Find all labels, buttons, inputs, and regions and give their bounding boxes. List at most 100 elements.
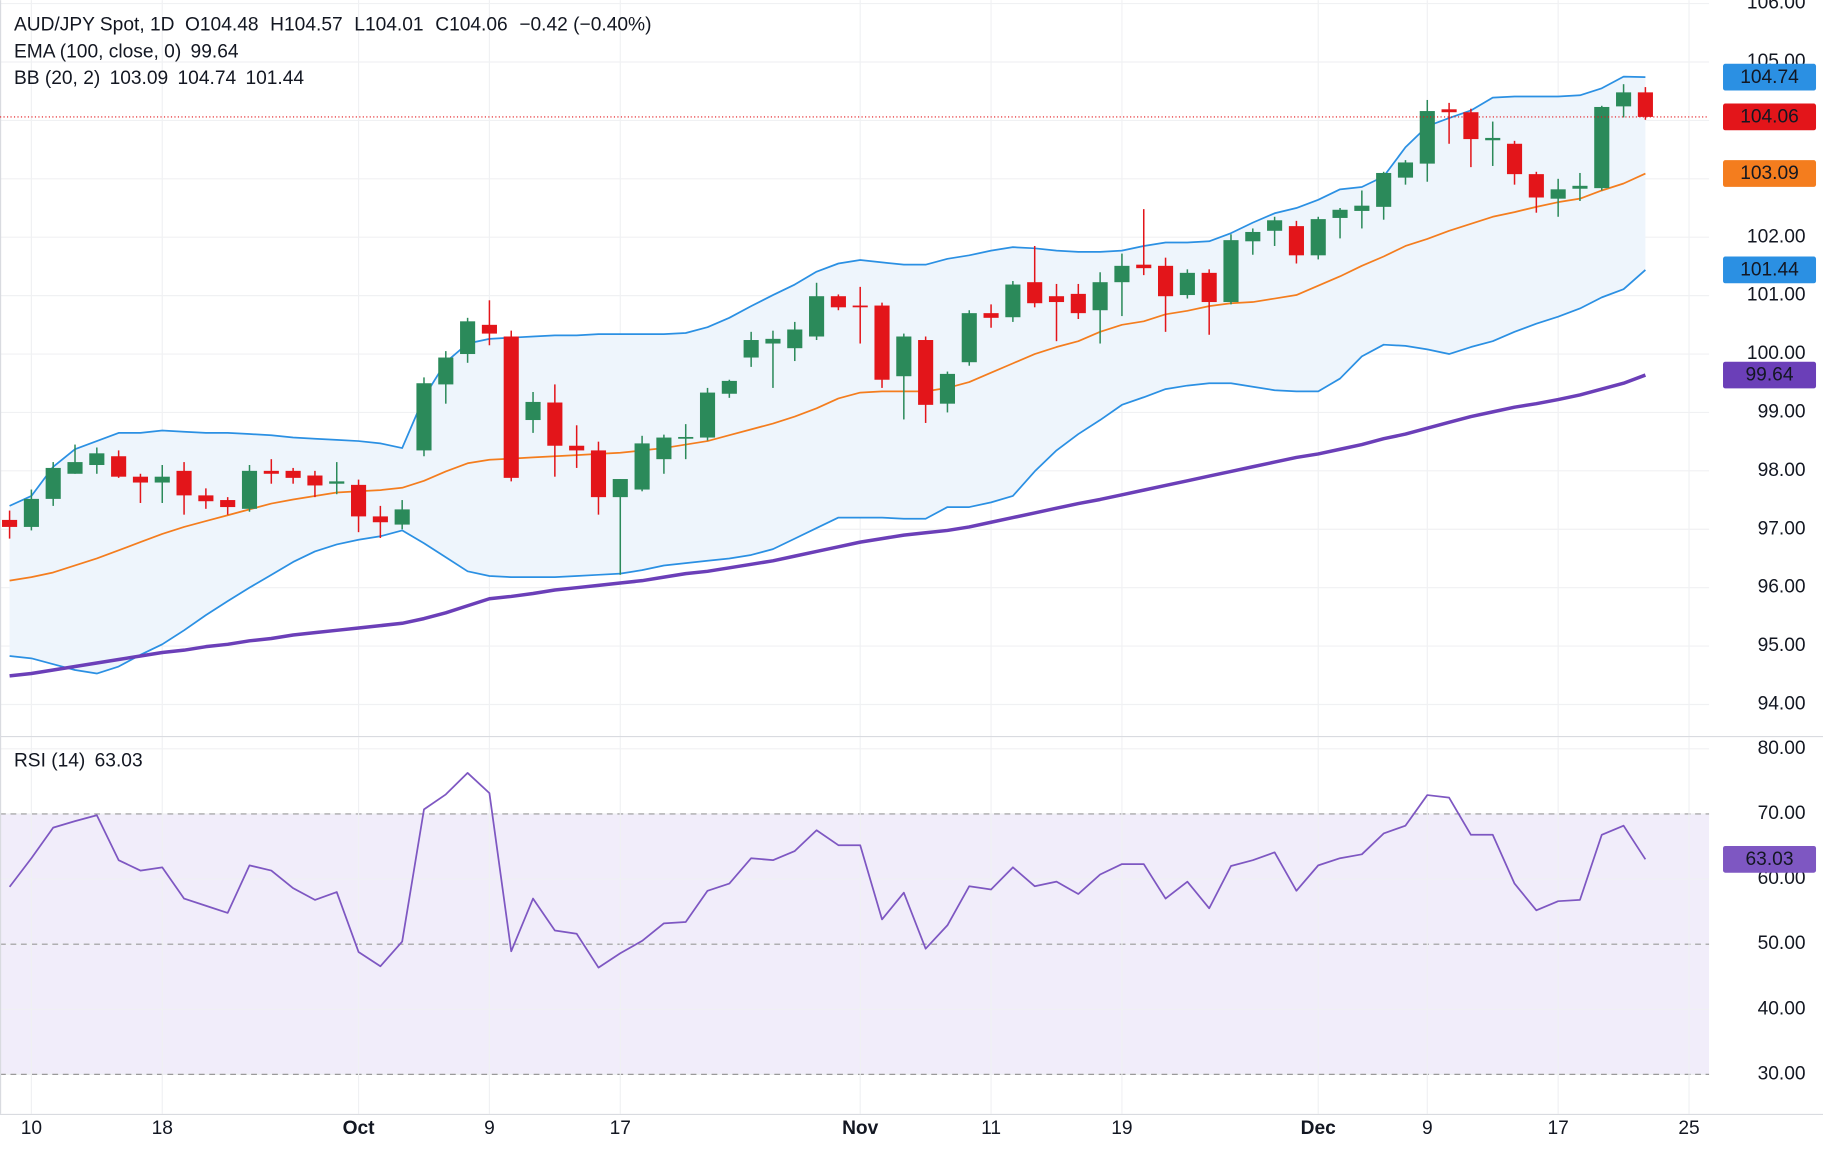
candle-body bbox=[874, 305, 890, 380]
candle-body bbox=[394, 509, 410, 525]
candle-body bbox=[1092, 282, 1108, 311]
legend-title: AUD/JPY Spot, 1D bbox=[14, 15, 175, 36]
quote-label: C bbox=[435, 15, 449, 36]
candle-body bbox=[1419, 111, 1435, 164]
rsi-legend-name: RSI (14) bbox=[14, 751, 85, 772]
candle-body bbox=[939, 373, 956, 404]
x-tick-label: 18 bbox=[152, 1118, 173, 1139]
candle-body bbox=[285, 470, 301, 478]
candle-body bbox=[547, 402, 563, 446]
y-tick-label: 95.00 bbox=[1758, 635, 1806, 656]
candle-body bbox=[809, 296, 825, 337]
candle-body bbox=[503, 336, 519, 478]
quote-value: 104.06 bbox=[449, 15, 508, 36]
candle-body bbox=[656, 437, 672, 460]
candle-body bbox=[1332, 209, 1348, 218]
candle-body bbox=[154, 476, 170, 483]
price-badge bbox=[1723, 63, 1817, 91]
candle-body bbox=[132, 476, 149, 483]
price-badge bbox=[1723, 845, 1817, 873]
candle-body bbox=[1354, 205, 1370, 211]
indicator-legend-name: BB (20, 2) bbox=[14, 68, 100, 89]
candle-body bbox=[1441, 109, 1457, 113]
candle-body bbox=[1070, 293, 1086, 314]
price-badge bbox=[1723, 160, 1817, 187]
candle-body bbox=[1114, 265, 1130, 283]
x-tick-label: 9 bbox=[1422, 1118, 1433, 1139]
rsi-line bbox=[8, 772, 1647, 969]
candle-body bbox=[830, 296, 846, 308]
candle-body bbox=[699, 392, 716, 438]
price-badge-label: 104.74 bbox=[1740, 67, 1799, 88]
candle-body bbox=[2, 519, 18, 527]
indicator-line bbox=[9, 172, 1646, 582]
candle-body bbox=[743, 340, 759, 358]
indicator-line bbox=[9, 269, 1646, 675]
y-tick-label: 60.00 bbox=[1758, 868, 1806, 889]
y-tick-label: 99.00 bbox=[1758, 402, 1806, 423]
price-badge-label: 101.44 bbox=[1740, 260, 1799, 281]
candle-body bbox=[176, 470, 192, 496]
indicator-legend-value: 99.64 bbox=[191, 41, 239, 62]
candle-body bbox=[896, 336, 912, 377]
y-tick-label: 98.00 bbox=[1758, 460, 1806, 481]
x-tick-label: Dec bbox=[1301, 1118, 1337, 1139]
candle-body bbox=[1637, 92, 1653, 117]
candle-body bbox=[1310, 219, 1326, 256]
y-tick-label: 97.00 bbox=[1758, 518, 1806, 539]
candle-body bbox=[1463, 112, 1479, 140]
candle-body bbox=[481, 324, 497, 334]
candle-body bbox=[307, 475, 323, 486]
y-tick-label: 100.00 bbox=[1747, 343, 1806, 364]
candle-body bbox=[1397, 162, 1414, 178]
change-label: −0.42 (−0.40%) bbox=[519, 15, 651, 36]
y-tick-label: 70.00 bbox=[1758, 803, 1806, 824]
candle-body bbox=[525, 401, 541, 421]
candle-body bbox=[1506, 143, 1523, 175]
indicator-legend-name: EMA (100, close, 0) bbox=[14, 41, 181, 62]
quote-value: 104.01 bbox=[365, 15, 424, 36]
x-tick-label: 25 bbox=[1678, 1118, 1699, 1139]
indicator-legend-value: 101.44 bbox=[245, 68, 304, 89]
candle-body bbox=[1245, 231, 1261, 242]
candle-body bbox=[23, 498, 39, 527]
candle-body bbox=[1136, 264, 1152, 269]
y-tick-label: 94.00 bbox=[1758, 694, 1806, 715]
price-badge-label: 104.06 bbox=[1740, 107, 1799, 128]
price-badge-label: 99.64 bbox=[1746, 365, 1794, 386]
price-badge bbox=[1723, 256, 1817, 284]
y-tick-label: 102.00 bbox=[1747, 226, 1806, 247]
candle-body bbox=[765, 338, 781, 344]
x-tick-label: 17 bbox=[610, 1118, 631, 1139]
y-tick-label: 40.00 bbox=[1758, 998, 1806, 1019]
candle-body bbox=[329, 481, 345, 484]
y-tick-label: 96.00 bbox=[1758, 577, 1806, 598]
candle-body bbox=[1005, 284, 1021, 318]
quote-label: H bbox=[270, 15, 284, 36]
candle-body bbox=[1572, 185, 1588, 189]
candle-body bbox=[787, 329, 803, 349]
price-badge bbox=[1723, 103, 1817, 131]
candle-body bbox=[1288, 226, 1304, 256]
candle-body bbox=[416, 383, 432, 451]
candle-body bbox=[372, 516, 388, 523]
rsi-legend-value: 63.03 bbox=[95, 751, 143, 772]
candle-body bbox=[89, 453, 105, 466]
candle-body bbox=[852, 305, 868, 308]
indicator-legend-value: 103.09 bbox=[110, 68, 169, 89]
candle-body bbox=[961, 313, 977, 363]
y-tick-label: 80.00 bbox=[1758, 738, 1806, 759]
candle-body bbox=[1485, 137, 1501, 141]
indicator-line bbox=[9, 373, 1647, 678]
candle-body bbox=[721, 380, 737, 394]
candle-body bbox=[1594, 106, 1610, 189]
x-tick-label: 19 bbox=[1111, 1118, 1132, 1139]
price-badge bbox=[1723, 361, 1817, 389]
candle-body bbox=[460, 321, 476, 355]
candle-body bbox=[263, 470, 279, 474]
candle-body bbox=[241, 470, 258, 509]
candle-body bbox=[569, 445, 585, 451]
candle-body bbox=[1223, 240, 1239, 303]
x-tick-label: 9 bbox=[484, 1118, 495, 1139]
